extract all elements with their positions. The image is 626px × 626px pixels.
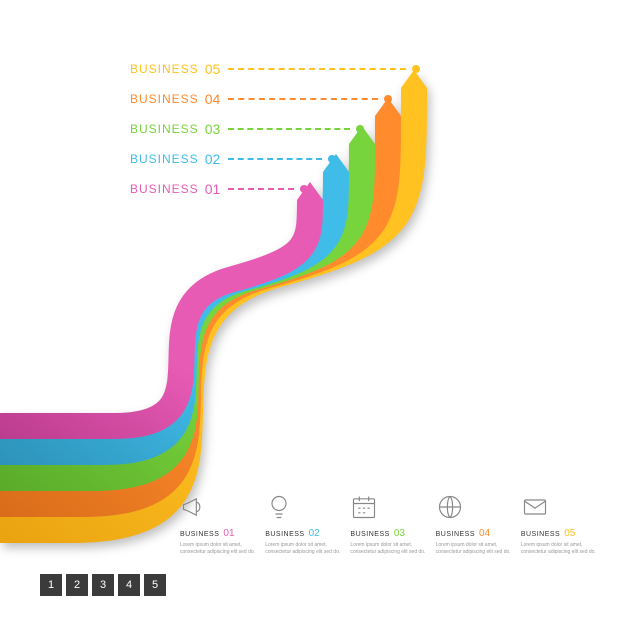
footer-title-row: BUSINESS 02 — [265, 528, 340, 539]
legend-number: 02 — [205, 151, 221, 167]
footer-number: 03 — [394, 528, 405, 539]
globe-icon — [436, 490, 511, 524]
footer-title-row: BUSINESS 01 — [180, 528, 255, 539]
legend-row: BUSINESS 05 — [130, 55, 420, 83]
mail-icon — [521, 490, 596, 524]
bulb-icon — [265, 490, 340, 524]
footer-description: Lorem ipsum dolor sit amet, consectetur … — [180, 542, 255, 556]
footer-item: BUSINESS 01 Lorem ipsum dolor sit amet, … — [180, 490, 255, 556]
legend-dash-line — [228, 128, 350, 130]
footer-title: BUSINESS — [265, 531, 304, 538]
legend-row: BUSINESS 03 — [130, 115, 364, 143]
footer-number: 05 — [564, 528, 575, 539]
number-square: 2 — [66, 574, 88, 596]
footer-title-row: BUSINESS 05 — [521, 528, 596, 539]
footer-item: BUSINESS 02 Lorem ipsum dolor sit amet, … — [265, 490, 340, 556]
footer-title: BUSINESS — [350, 531, 389, 538]
number-square: 4 — [118, 574, 140, 596]
legend-label: BUSINESS — [130, 182, 199, 196]
footer-number: 04 — [479, 528, 490, 539]
footer-item: BUSINESS 03 Lorem ipsum dolor sit amet, … — [350, 490, 425, 556]
number-square: 1 — [40, 574, 62, 596]
legend-dot-icon — [356, 125, 364, 133]
footer-title: BUSINESS — [180, 531, 219, 538]
legend-number: 01 — [205, 181, 221, 197]
footer-description: Lorem ipsum dolor sit amet, consectetur … — [350, 542, 425, 556]
legend-number: 05 — [205, 61, 221, 77]
legend-number: 03 — [205, 121, 221, 137]
footer-items: BUSINESS 01 Lorem ipsum dolor sit amet, … — [180, 490, 596, 556]
calendar-icon — [350, 490, 425, 524]
legend-label: BUSINESS — [130, 152, 199, 166]
footer-number: 01 — [223, 528, 234, 539]
legend-dash-line — [228, 68, 406, 70]
legend-dot-icon — [328, 155, 336, 163]
footer-description: Lorem ipsum dolor sit amet, consectetur … — [436, 542, 511, 556]
number-square: 5 — [144, 574, 166, 596]
footer-description: Lorem ipsum dolor sit amet, consectetur … — [265, 542, 340, 556]
legend-row: BUSINESS 04 — [130, 85, 392, 113]
legend-number: 04 — [205, 91, 221, 107]
footer-title-row: BUSINESS 03 — [350, 528, 425, 539]
footer-title: BUSINESS — [436, 531, 475, 538]
number-squares: 12345 — [40, 574, 166, 596]
number-square: 3 — [92, 574, 114, 596]
legend: BUSINESS 05 BUSINESS 04 BUSINESS 03 BUSI… — [130, 55, 470, 205]
legend-label: BUSINESS — [130, 92, 199, 106]
infographic-canvas: BUSINESS 05 BUSINESS 04 BUSINESS 03 BUSI… — [0, 0, 626, 626]
megaphone-icon — [180, 490, 255, 524]
ribbon-1 — [0, 200, 310, 426]
footer-item: BUSINESS 05 Lorem ipsum dolor sit amet, … — [521, 490, 596, 556]
legend-dash-line — [228, 158, 322, 160]
legend-label: BUSINESS — [130, 122, 199, 136]
footer-title: BUSINESS — [521, 531, 560, 538]
legend-row: BUSINESS 01 — [130, 175, 308, 203]
footer-number: 02 — [309, 528, 320, 539]
legend-label: BUSINESS — [130, 62, 199, 76]
legend-dot-icon — [384, 95, 392, 103]
footer-description: Lorem ipsum dolor sit amet, consectetur … — [521, 542, 596, 556]
legend-dot-icon — [412, 65, 420, 73]
footer-item: BUSINESS 04 Lorem ipsum dolor sit amet, … — [436, 490, 511, 556]
legend-dash-line — [228, 188, 294, 190]
legend-dash-line — [228, 98, 378, 100]
footer-title-row: BUSINESS 04 — [436, 528, 511, 539]
legend-row: BUSINESS 02 — [130, 145, 336, 173]
legend-dot-icon — [300, 185, 308, 193]
